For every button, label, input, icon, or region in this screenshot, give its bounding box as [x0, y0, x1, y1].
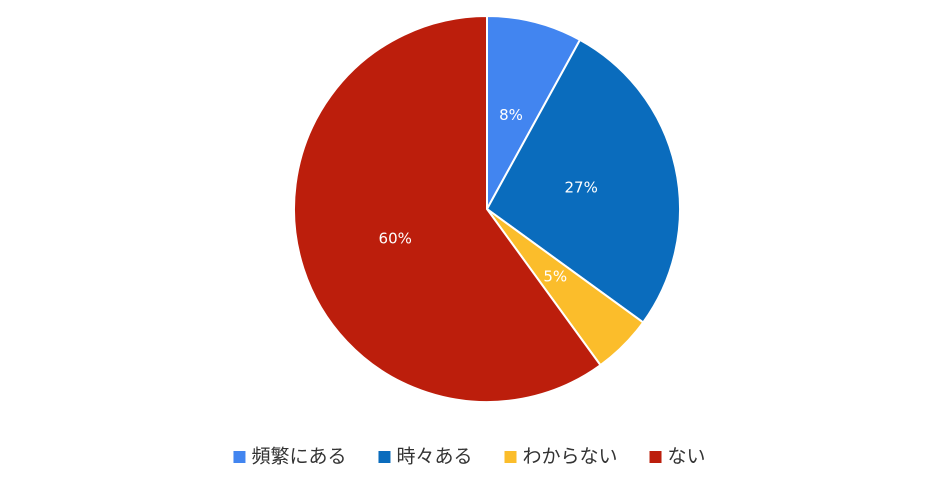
data-label: 60%: [379, 229, 412, 247]
data-label: 8%: [499, 106, 523, 124]
data-label: 5%: [543, 268, 567, 286]
data-label: 27%: [565, 178, 598, 196]
legend-label: 時々ある: [396, 446, 472, 468]
legend-label: ない: [668, 446, 706, 468]
pie-slice: [486, 14, 582, 210]
legend-swatch: [378, 451, 391, 463]
legend-swatch: [504, 451, 517, 463]
pie-slice: [485, 38, 681, 324]
legend: 頻繁にある 時々ある わからない ない: [233, 446, 706, 468]
pie-slice: [293, 14, 602, 403]
legend-label: 頻繁にある: [251, 446, 346, 468]
legend-swatch: [649, 451, 662, 463]
legend-label: わからない: [523, 446, 618, 468]
legend-swatch: [233, 451, 246, 463]
